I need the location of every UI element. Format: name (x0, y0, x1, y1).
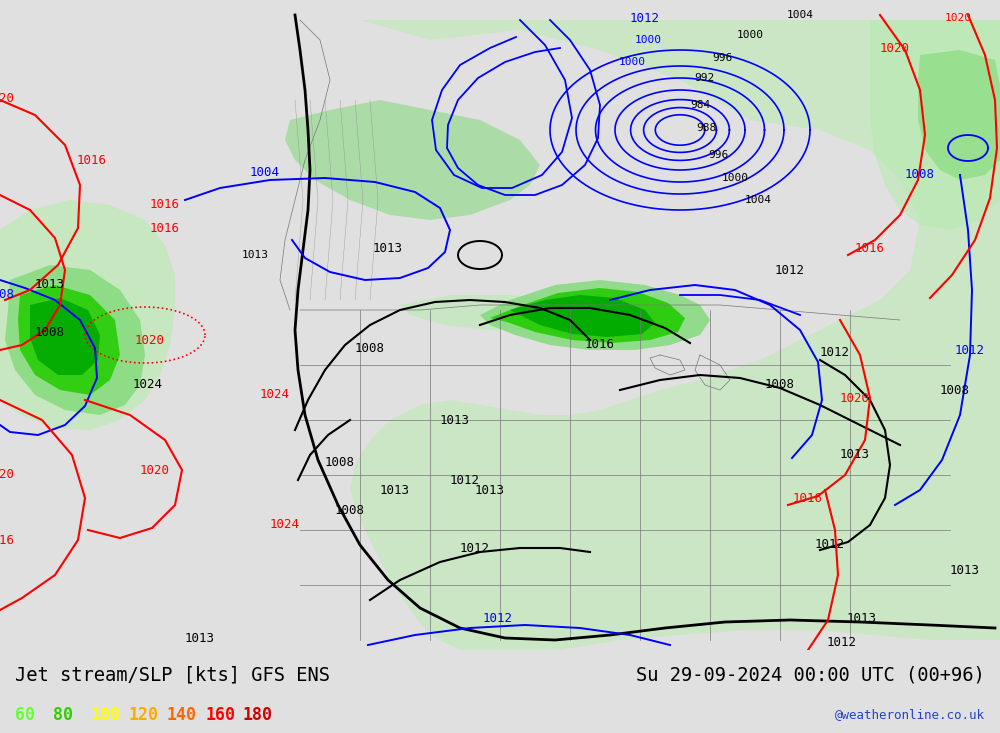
Text: 1012: 1012 (815, 539, 845, 551)
Text: 1016: 1016 (585, 339, 615, 352)
Text: 160: 160 (205, 706, 235, 723)
Text: 1012: 1012 (827, 636, 857, 649)
Text: 1012: 1012 (630, 12, 660, 24)
Text: 1016: 1016 (77, 153, 107, 166)
Text: 996: 996 (712, 53, 732, 63)
Text: 1016: 1016 (793, 492, 823, 504)
Polygon shape (30, 298, 100, 375)
Text: 180: 180 (243, 706, 273, 723)
Polygon shape (0, 200, 175, 430)
Text: 100: 100 (91, 706, 121, 723)
Text: 1008: 1008 (325, 455, 355, 468)
Text: 1008: 1008 (335, 504, 365, 517)
Text: 1013: 1013 (185, 632, 215, 644)
Text: 1016: 1016 (150, 221, 180, 235)
Polygon shape (870, 20, 1000, 230)
Text: 1020: 1020 (0, 92, 15, 105)
Text: 1013: 1013 (840, 449, 870, 462)
Text: 1016: 1016 (150, 199, 180, 212)
Text: 1012: 1012 (460, 542, 490, 554)
Text: Jet stream/SLP [kts] GFS ENS: Jet stream/SLP [kts] GFS ENS (15, 666, 330, 685)
Text: 1008: 1008 (355, 342, 385, 355)
Polygon shape (510, 295, 655, 337)
Polygon shape (285, 100, 540, 220)
Polygon shape (480, 280, 710, 350)
Text: 1012: 1012 (955, 344, 985, 356)
Text: 1000: 1000 (618, 57, 646, 67)
Text: 1000: 1000 (635, 35, 662, 45)
Text: 120: 120 (129, 706, 159, 723)
Text: 80: 80 (53, 706, 73, 723)
Text: 60: 60 (15, 706, 35, 723)
Text: 140: 140 (167, 706, 197, 723)
Text: 1013: 1013 (242, 250, 268, 260)
Text: 1013: 1013 (373, 241, 403, 254)
Polygon shape (490, 288, 685, 343)
Text: 984: 984 (690, 100, 710, 110)
Text: 1013: 1013 (847, 611, 877, 625)
Text: 1012: 1012 (820, 345, 850, 358)
Polygon shape (290, 20, 1000, 655)
Text: 1020: 1020 (944, 13, 972, 23)
Text: 1013: 1013 (440, 413, 470, 427)
Text: 1020: 1020 (140, 463, 170, 476)
Polygon shape (918, 50, 1000, 180)
Polygon shape (400, 295, 590, 330)
Text: 1013: 1013 (35, 279, 65, 292)
Text: 1024: 1024 (270, 518, 300, 531)
Text: 1020: 1020 (880, 42, 910, 54)
Text: 1016: 1016 (855, 241, 885, 254)
Text: 1008: 1008 (35, 325, 65, 339)
Text: 996: 996 (708, 150, 728, 160)
Text: 1012: 1012 (775, 263, 805, 276)
Text: Su 29-09-2024 00:00 UTC (00+96): Su 29-09-2024 00:00 UTC (00+96) (636, 666, 985, 685)
Polygon shape (18, 285, 120, 395)
Text: 992: 992 (694, 73, 714, 83)
Text: 1012: 1012 (450, 474, 480, 487)
Text: 1008: 1008 (0, 289, 15, 301)
Text: 1012: 1012 (483, 611, 513, 625)
Polygon shape (5, 265, 145, 415)
Text: 1016: 1016 (0, 534, 15, 547)
Text: 1013: 1013 (950, 564, 980, 576)
Text: 1024: 1024 (260, 388, 290, 402)
Text: 1000: 1000 (736, 30, 764, 40)
Text: 1004: 1004 (250, 166, 280, 179)
Text: 988: 988 (696, 123, 716, 133)
Text: 1020: 1020 (0, 468, 15, 482)
Text: 1024: 1024 (133, 378, 163, 391)
Text: 1004: 1004 (744, 195, 772, 205)
Text: 1008: 1008 (940, 383, 970, 397)
Text: 1008: 1008 (905, 169, 935, 182)
Text: @weatheronline.co.uk: @weatheronline.co.uk (835, 708, 985, 721)
Text: 1000: 1000 (722, 173, 748, 183)
Text: 1004: 1004 (786, 10, 814, 20)
Text: 1013: 1013 (380, 484, 410, 496)
Text: 1020: 1020 (135, 334, 165, 347)
Text: 1013: 1013 (475, 484, 505, 496)
Text: 1008: 1008 (765, 378, 795, 391)
Text: 1020: 1020 (840, 391, 870, 405)
